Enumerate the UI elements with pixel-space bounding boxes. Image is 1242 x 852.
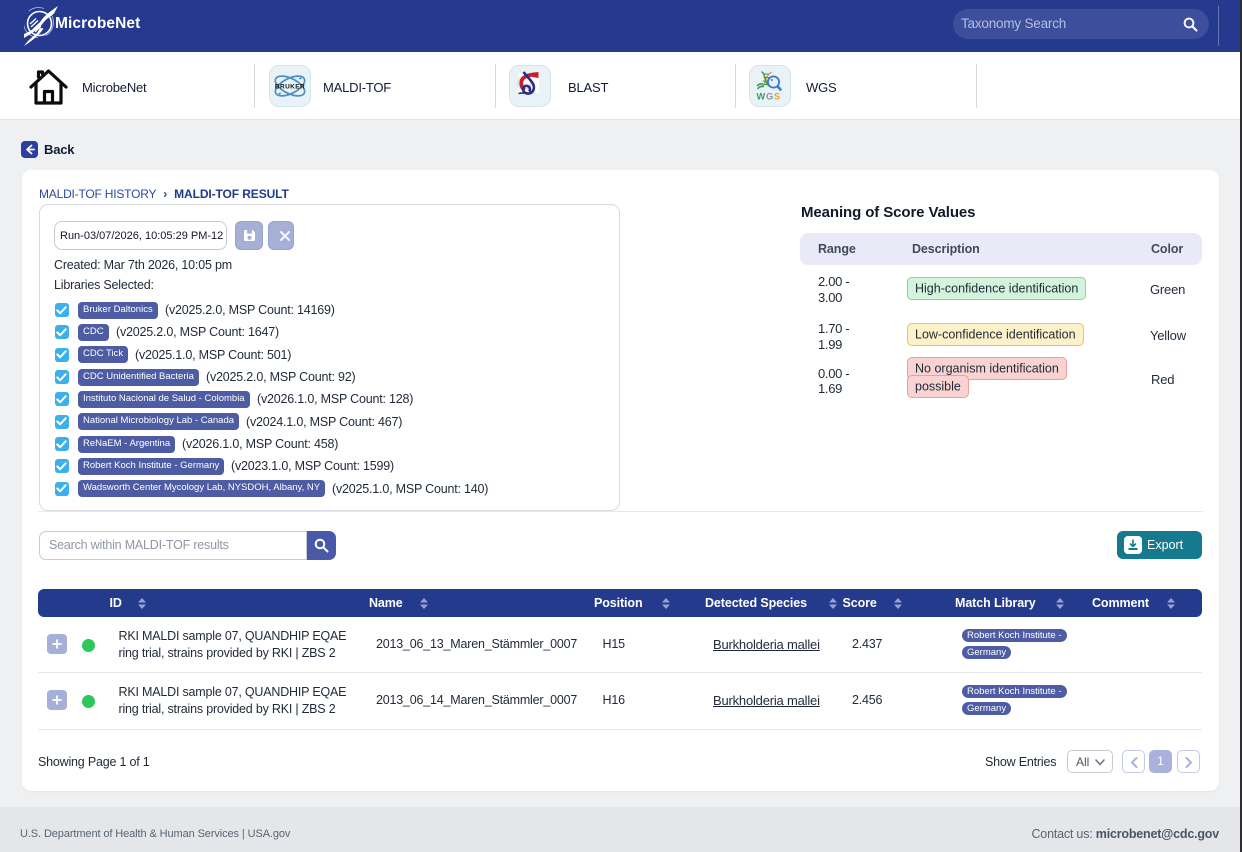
svg-text:W: W	[757, 92, 766, 102]
svg-text:BRUKER: BRUKER	[275, 84, 305, 91]
svg-text:S: S	[774, 92, 780, 102]
svg-text:G: G	[766, 92, 773, 102]
